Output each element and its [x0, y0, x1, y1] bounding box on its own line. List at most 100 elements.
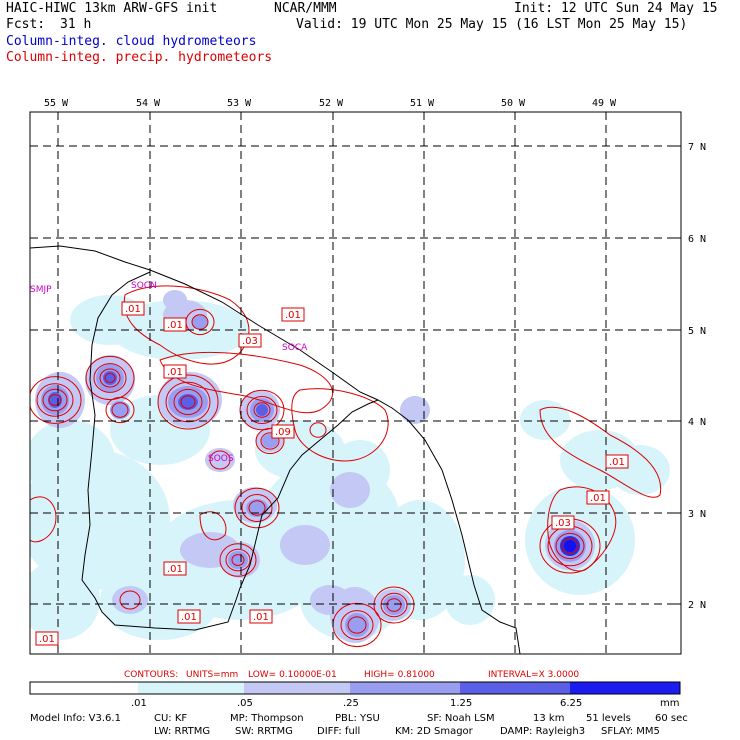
precip-contour	[85, 355, 135, 401]
colorbar-segment	[244, 682, 350, 694]
precip-contour	[561, 538, 579, 554]
lat-label: 7 N	[688, 142, 706, 153]
precip-contour	[309, 422, 327, 438]
contour-label-box	[281, 307, 305, 322]
lon-label: 51 W	[410, 98, 435, 109]
colorbar-segment	[350, 682, 460, 694]
precip-contour	[239, 389, 285, 431]
cloud-core	[110, 401, 130, 419]
colorbar-tick-label: .05	[237, 698, 253, 709]
precip-contour	[199, 511, 227, 541]
contour-high: HIGH= 0.81000	[364, 670, 435, 680]
model-info-item: SF: Noah LSM	[427, 713, 495, 724]
contour-label-box	[249, 609, 273, 624]
cloud-region	[310, 585, 350, 615]
precip-contour	[111, 402, 129, 418]
model-info-item: DAMP: Rayleigh3	[500, 726, 585, 737]
lon-label: 53 W	[227, 98, 252, 109]
contour-label-layer: .01 .01 .03 .01 .01 .09 .01 .01 .03 .01 .01 .01 .01	[35, 301, 629, 646]
precip-contour	[255, 427, 285, 455]
precip-contour	[555, 532, 585, 560]
contour-label-box	[163, 364, 187, 379]
contour-label: .01	[253, 612, 269, 623]
precip-contour	[36, 383, 74, 417]
precip-contour	[347, 616, 367, 634]
precip-contour	[260, 432, 280, 450]
contour-label: .01	[609, 457, 625, 468]
colorbar	[29, 681, 681, 695]
lat-label: 4 N	[688, 417, 706, 428]
precip-contour	[123, 285, 250, 365]
colorbar-segment	[138, 682, 244, 694]
colorbar-tick-label: 6.25	[560, 698, 582, 709]
model-info-item: 60 sec	[655, 713, 688, 724]
axis-ticks	[57, 112, 681, 605]
station-label: SMJP	[30, 285, 52, 295]
precip-contour	[340, 610, 374, 640]
precip-contour	[180, 395, 196, 409]
model-info-item: SFLAY: MM5	[601, 726, 660, 737]
precip-contour	[209, 450, 231, 470]
cloud-region	[112, 586, 148, 614]
precip-contour	[241, 494, 273, 522]
precip-contour	[291, 388, 389, 462]
model-info-item: KM: 2D Smagor	[395, 726, 474, 737]
border-west	[81, 271, 379, 631]
precip-contour	[248, 500, 266, 516]
cloud-core	[564, 540, 576, 552]
cloud-region	[520, 400, 570, 440]
colorbar-segment	[460, 682, 570, 694]
precip-contour	[373, 586, 415, 624]
lon-label: 50 W	[501, 98, 526, 109]
contour-label-box	[271, 424, 295, 439]
precip-contour	[246, 396, 278, 424]
contour-label-box	[551, 515, 575, 530]
contour-units: UNITS=mm	[186, 670, 238, 680]
model-info-item: Model Info: V3.6.1	[30, 713, 121, 724]
lon-label: 54 W	[136, 98, 161, 109]
precip-contour	[231, 554, 245, 566]
colorbar-tick-label: .01	[131, 698, 147, 709]
cloud-core	[228, 551, 248, 569]
precip-contour	[191, 314, 209, 330]
contour-label-box	[586, 490, 610, 505]
contour-label-box	[605, 454, 629, 469]
colorbar-unit: mm	[660, 698, 679, 709]
contour-label: .09	[275, 427, 291, 438]
precip-contour	[539, 406, 662, 498]
station-label: SOCA	[282, 343, 308, 353]
contour-low: LOW= 0.10000E-01	[248, 670, 337, 680]
field-precip-label: Column-integ. precip. hydrometeors	[6, 50, 273, 65]
precip-contour	[104, 373, 116, 383]
precip-contour	[93, 363, 127, 393]
colorbar-segment	[30, 682, 138, 694]
lat-lon-grid	[30, 112, 681, 654]
precip-contour	[157, 374, 219, 430]
field-cloud-label: Column-integ. cloud hydrometeors	[6, 34, 257, 49]
model-info-item: MP: Thompson	[230, 713, 304, 724]
model-info-item: DIFF: full	[317, 726, 360, 737]
contour-label: .01	[167, 320, 183, 331]
lon-label: 49 W	[592, 98, 617, 109]
coastline	[30, 245, 521, 654]
lat-label: 5 N	[688, 326, 706, 337]
model-title: HAIC-HIWC 13km ARW-GFS init	[6, 1, 218, 16]
precip-contour-layer	[30, 285, 662, 648]
cloud-region	[30, 420, 115, 500]
cloud-core	[256, 404, 268, 416]
precip-contour	[42, 388, 68, 412]
init-time: Init: 12 UTC Sun 24 May 15	[514, 1, 718, 16]
contour-label: .01	[167, 367, 183, 378]
station-label: SOCN	[131, 281, 157, 291]
contour-label-box	[177, 609, 201, 624]
model-info-item: LW: RRTMG	[154, 726, 210, 737]
contour-label-box	[238, 333, 262, 348]
cloud-region	[163, 290, 187, 310]
model-info-item: PBL: YSU	[335, 713, 380, 724]
lat-label: 6 N	[688, 234, 706, 245]
precip-contour	[99, 368, 121, 388]
model-info-item: 51 levels	[586, 713, 631, 724]
colorbar-tick-label: .25	[343, 698, 359, 709]
valid-time: Valid: 19 UTC Mon 25 May 15 (16 LST Mon …	[296, 17, 688, 32]
